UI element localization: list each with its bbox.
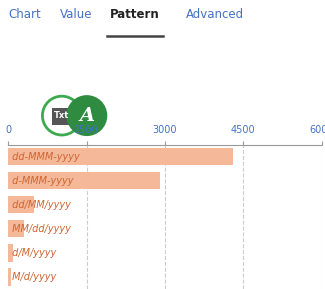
Text: Pattern: Pattern bbox=[110, 8, 160, 21]
Bar bbox=[8, 220, 24, 238]
Text: dd/MM/yyyy: dd/MM/yyyy bbox=[8, 200, 71, 210]
Text: Chart: Chart bbox=[8, 8, 41, 21]
Bar bbox=[8, 268, 11, 286]
Text: M/d/yyyy: M/d/yyyy bbox=[8, 272, 56, 282]
Text: MM/dd/yyyy: MM/dd/yyyy bbox=[8, 224, 71, 234]
Circle shape bbox=[67, 96, 106, 135]
Text: d/M/yyyy: d/M/yyyy bbox=[8, 248, 56, 258]
Text: A: A bbox=[79, 107, 94, 125]
Text: Value: Value bbox=[60, 8, 93, 21]
Bar bbox=[8, 172, 160, 189]
Text: Txt: Txt bbox=[54, 111, 70, 120]
Text: d-MMM-yyyy: d-MMM-yyyy bbox=[8, 176, 73, 186]
Text: Advanced: Advanced bbox=[186, 8, 243, 21]
FancyBboxPatch shape bbox=[52, 108, 72, 125]
Circle shape bbox=[42, 96, 81, 135]
Bar bbox=[8, 244, 13, 262]
Text: dd-MMM-yyyy: dd-MMM-yyyy bbox=[8, 151, 79, 162]
Bar bbox=[8, 196, 34, 213]
Bar bbox=[8, 148, 233, 165]
